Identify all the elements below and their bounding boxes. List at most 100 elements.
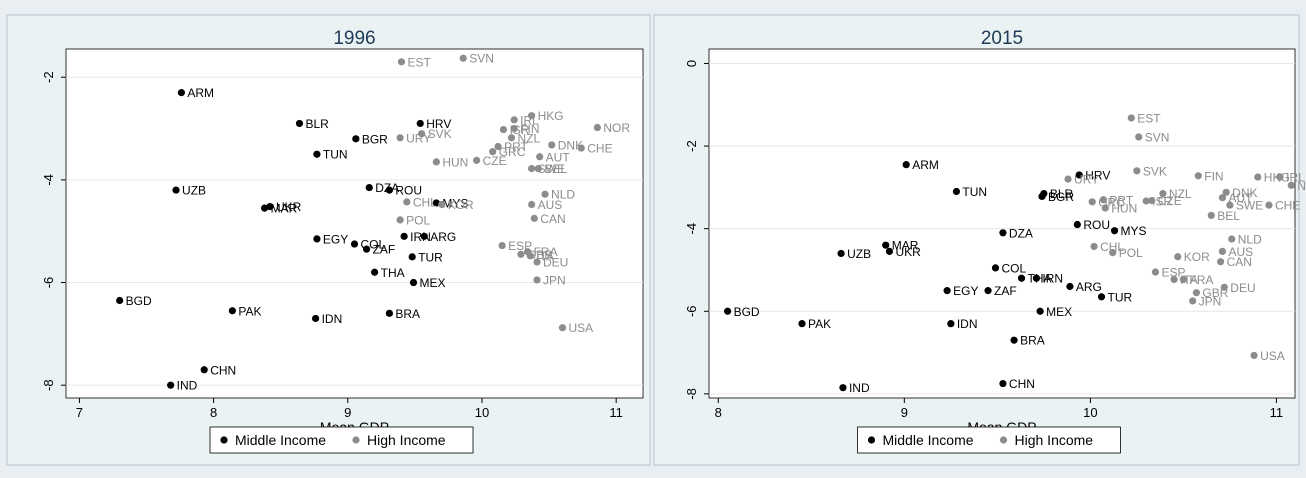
point-THA <box>371 268 379 276</box>
point-PAK <box>798 320 806 328</box>
point-label-NOR: NOR <box>1297 179 1306 193</box>
point-label-HRV: HRV <box>1085 168 1110 182</box>
point-NOR <box>1287 181 1295 189</box>
point-IRL <box>1276 173 1284 181</box>
x-tick-label: 10 <box>475 405 489 420</box>
point-label-SVK: SVK <box>1143 164 1167 178</box>
point-HKG <box>1254 173 1262 181</box>
point-CZE <box>1148 196 1156 205</box>
point-DZA <box>999 229 1007 237</box>
point-COL <box>350 240 359 248</box>
point-label-URY: URY <box>1074 173 1099 187</box>
point-SWE <box>528 164 536 173</box>
point-GRC <box>489 148 497 156</box>
legend-entry: Middle Income <box>235 432 326 448</box>
point-label-DNK: DNK <box>1232 186 1257 200</box>
point-label-TUN: TUN <box>323 148 348 162</box>
point-EST <box>1127 114 1135 122</box>
point-label-DNK: DNK <box>558 138 583 152</box>
point-HUN <box>1101 204 1109 212</box>
point-label-MYS: MYS <box>1121 224 1147 238</box>
point-IND <box>839 384 847 392</box>
point-label-USA: USA <box>1260 349 1285 363</box>
point-DNK <box>1222 188 1230 196</box>
point-label-CHE: CHE <box>587 142 612 156</box>
point-UZB <box>172 186 180 194</box>
x-tick-label: 8 <box>210 405 217 420</box>
point-THA <box>1017 274 1026 282</box>
point-label-NLD: NLD <box>1238 232 1262 246</box>
point-AUS <box>1218 247 1227 255</box>
legend-box <box>857 426 1121 454</box>
point-FRA <box>1179 275 1187 284</box>
y-tick-label: -6 <box>684 305 699 317</box>
point-IDN <box>311 314 320 323</box>
point-CAN <box>530 214 538 222</box>
point-label-PAK: PAK <box>238 304 261 318</box>
point-label-CHN: CHN <box>1009 377 1035 391</box>
point-label-AUS: AUS <box>1228 245 1253 259</box>
point-GRC <box>1088 198 1096 206</box>
point-label-NOR: NOR <box>603 121 630 135</box>
point-label-JPN: JPN <box>543 273 566 287</box>
point-NLD <box>1228 235 1236 243</box>
point-PRT <box>494 142 502 151</box>
point-label-POL: POL <box>406 213 430 227</box>
point-NLD <box>541 190 549 198</box>
point-label-BGD: BGD <box>126 294 152 308</box>
point-PAK <box>228 307 236 315</box>
point-label-EST: EST <box>407 55 431 69</box>
point-AUT <box>1218 194 1227 202</box>
point-JPN <box>533 276 541 284</box>
point-TUN <box>313 150 321 158</box>
chart-title: 1996 <box>333 28 375 49</box>
point-label-HUN: HUN <box>1111 202 1137 216</box>
point-BEL <box>1207 211 1215 220</box>
point-label-AUT: AUT <box>1228 191 1253 205</box>
legend: Middle Income High Income <box>857 426 1121 454</box>
point-label-PRT: PRT <box>1109 193 1133 207</box>
point-label-UZB: UZB <box>182 184 206 198</box>
point-label-UZB: UZB <box>847 247 871 261</box>
point-IDN <box>947 320 955 328</box>
point-ARG <box>420 232 428 240</box>
point-URY <box>396 134 404 142</box>
point-label-IRL: IRL <box>520 113 539 127</box>
point-label-ITA: ITA <box>536 249 554 263</box>
point-label-TUN: TUN <box>962 185 987 199</box>
y-tick-label: -8 <box>684 388 699 400</box>
point-CZE <box>473 156 481 164</box>
point-label-MAR: MAR <box>892 239 919 253</box>
point-label-IDN: IDN <box>957 317 978 331</box>
point-label-GBR: GBR <box>527 248 553 262</box>
point-label-HRV: HRV <box>426 117 451 131</box>
series-middle-income: ARMBLRHRVBGRTUNUZBDZAROUMYSUKRMAREGYCOLZ… <box>116 86 468 393</box>
point-ISR <box>499 125 508 134</box>
point-BGD <box>116 296 124 305</box>
point-label-BGR: BGR <box>362 132 388 146</box>
point-NZL <box>1159 189 1167 198</box>
x-tick-label: 7 <box>76 405 83 420</box>
point-MYS <box>1110 227 1119 235</box>
point-label-BRA: BRA <box>395 307 420 321</box>
x-tick-label: 11 <box>1270 405 1284 420</box>
point-label-BGR: BGR <box>1048 190 1074 204</box>
point-SVK <box>417 130 426 138</box>
x-tick-label: 11 <box>609 405 623 420</box>
point-MEX <box>409 278 418 287</box>
point-ROU <box>1073 220 1081 229</box>
y-tick-label: -4 <box>41 174 56 186</box>
point-label-IND: IND <box>177 379 198 393</box>
point-AUS <box>528 200 536 209</box>
point-ZAF <box>984 287 992 295</box>
point-label-IDN: IDN <box>322 312 343 326</box>
y-tick-label: -2 <box>41 71 56 83</box>
point-DNK <box>548 141 556 149</box>
series-middle-income: ARMHRVTUNBLRBGRDZAROUMYSUZBMARUKRCOLTHAI… <box>724 158 1147 395</box>
x-tick-label: 9 <box>344 405 351 420</box>
point-CHL <box>1090 242 1098 251</box>
point-DZA <box>365 183 373 192</box>
point-HRV <box>416 119 424 128</box>
point-BGR <box>352 135 360 143</box>
